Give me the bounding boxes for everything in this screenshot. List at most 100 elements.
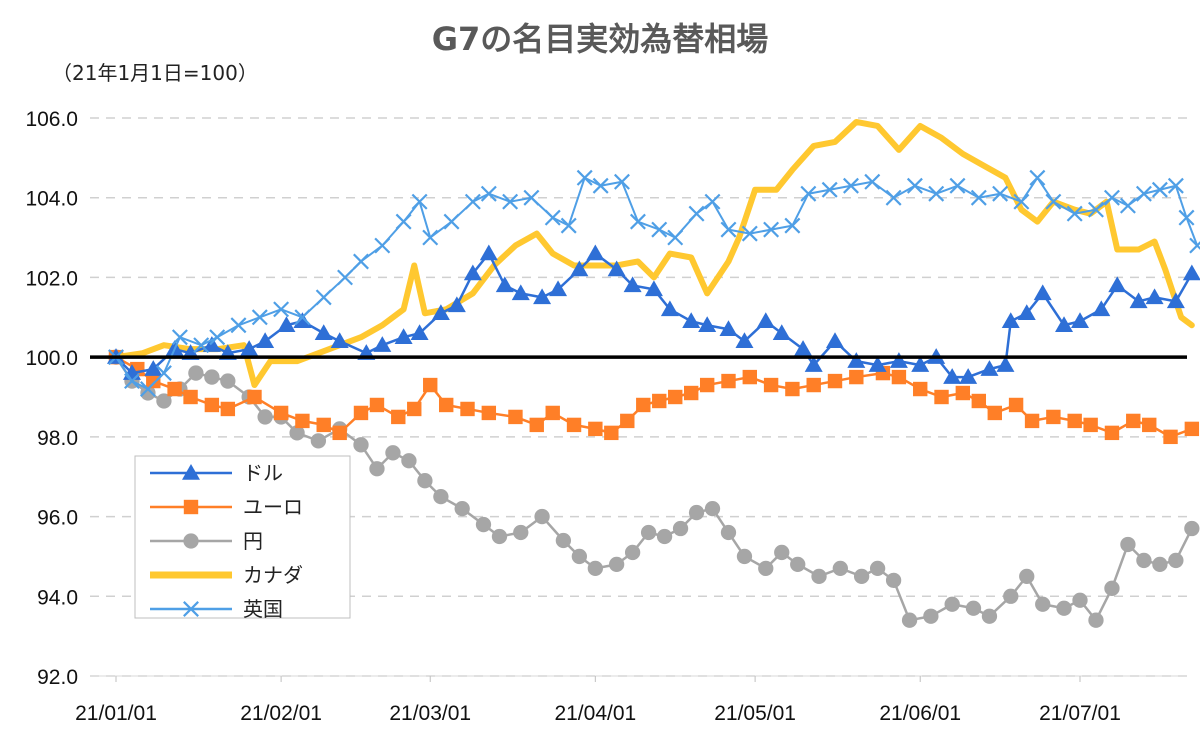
data-point [394, 328, 413, 344]
data-point [906, 177, 923, 194]
legend-label: 英国 [243, 597, 283, 621]
legend-item: ドル [150, 461, 283, 485]
data-point [1142, 417, 1157, 433]
data-point [928, 185, 945, 202]
data-point [1019, 568, 1035, 585]
data-point [608, 556, 625, 573]
data-point [454, 500, 470, 517]
data-point [1168, 552, 1184, 569]
data-point [481, 405, 497, 421]
data-point [1046, 409, 1061, 425]
legend-item: カナダ [150, 563, 303, 587]
data-point [544, 209, 561, 226]
data-point [1066, 205, 1083, 222]
data-point [374, 237, 391, 254]
data-point [784, 217, 801, 234]
data-point [688, 504, 705, 521]
data-point [699, 377, 715, 393]
legend-label: カナダ [243, 563, 303, 587]
data-point [970, 189, 987, 206]
y-tick-label: 102.0 [25, 267, 78, 290]
data-point [1120, 536, 1136, 553]
data-point [555, 532, 572, 549]
chart-title: G7の名目実効為替相場 [432, 20, 769, 58]
data-point [1129, 292, 1148, 309]
data-point [698, 316, 717, 333]
legend-label: ユーロ [243, 495, 303, 519]
data-point [1067, 413, 1082, 429]
data-point [1003, 588, 1019, 604]
x-tick-label: 21/03/01 [389, 702, 471, 725]
data-point [965, 600, 982, 616]
data-point [534, 508, 550, 525]
data-point [868, 356, 887, 372]
data-point [289, 425, 305, 441]
data-point [204, 397, 220, 413]
data-point [570, 260, 589, 277]
data-point [204, 369, 220, 385]
data-point [923, 608, 939, 624]
data-point [682, 312, 701, 329]
data-point [1088, 201, 1104, 218]
data-point [847, 352, 866, 368]
data-point [741, 225, 758, 242]
data-point [624, 544, 641, 561]
data-point [183, 601, 199, 617]
data-point [463, 264, 482, 281]
data-point [955, 385, 971, 401]
data-point [1126, 413, 1141, 429]
data-point [480, 185, 497, 202]
data-point [704, 500, 721, 517]
data-point [443, 213, 460, 230]
data-point [529, 417, 544, 433]
data-point [1166, 292, 1185, 309]
data-point [139, 381, 156, 398]
data-point [992, 185, 1009, 202]
data-point [629, 213, 646, 230]
data-point [959, 368, 978, 384]
data-point [1163, 429, 1178, 445]
data-point [720, 221, 737, 238]
data-point [934, 389, 949, 405]
data-point [209, 329, 226, 346]
data-point [1033, 284, 1052, 301]
data-point [1045, 193, 1062, 210]
data-point [949, 177, 966, 194]
data-point [721, 373, 736, 389]
data-point [943, 368, 962, 384]
data-point [295, 413, 310, 429]
x-tick-label: 21/02/01 [240, 702, 322, 725]
data-point [310, 433, 327, 449]
data-point [566, 417, 582, 433]
data-point [1008, 397, 1024, 413]
data-point [864, 173, 881, 190]
data-point [256, 332, 275, 348]
data-point [1135, 185, 1152, 202]
data-point [511, 284, 530, 301]
data-point [1152, 556, 1168, 573]
data-point [1092, 300, 1111, 317]
data-point [587, 560, 603, 577]
data-point [684, 385, 699, 401]
data-point [144, 360, 163, 376]
data-point [1035, 596, 1051, 612]
data-point [373, 336, 392, 352]
data-point [273, 405, 289, 421]
data-point [240, 340, 259, 356]
data-point [763, 221, 780, 238]
data-point [667, 229, 684, 246]
data-point [495, 276, 514, 293]
data-point [1055, 316, 1074, 333]
data-point [1104, 580, 1120, 596]
data-point [980, 360, 999, 376]
data-point [395, 213, 412, 230]
data-point [620, 413, 635, 429]
data-point [811, 568, 827, 585]
data-point [460, 401, 475, 417]
data-point [146, 373, 161, 389]
data-point [987, 405, 1002, 421]
data-point [508, 409, 523, 425]
data-point [332, 425, 347, 441]
data-point [549, 280, 568, 297]
